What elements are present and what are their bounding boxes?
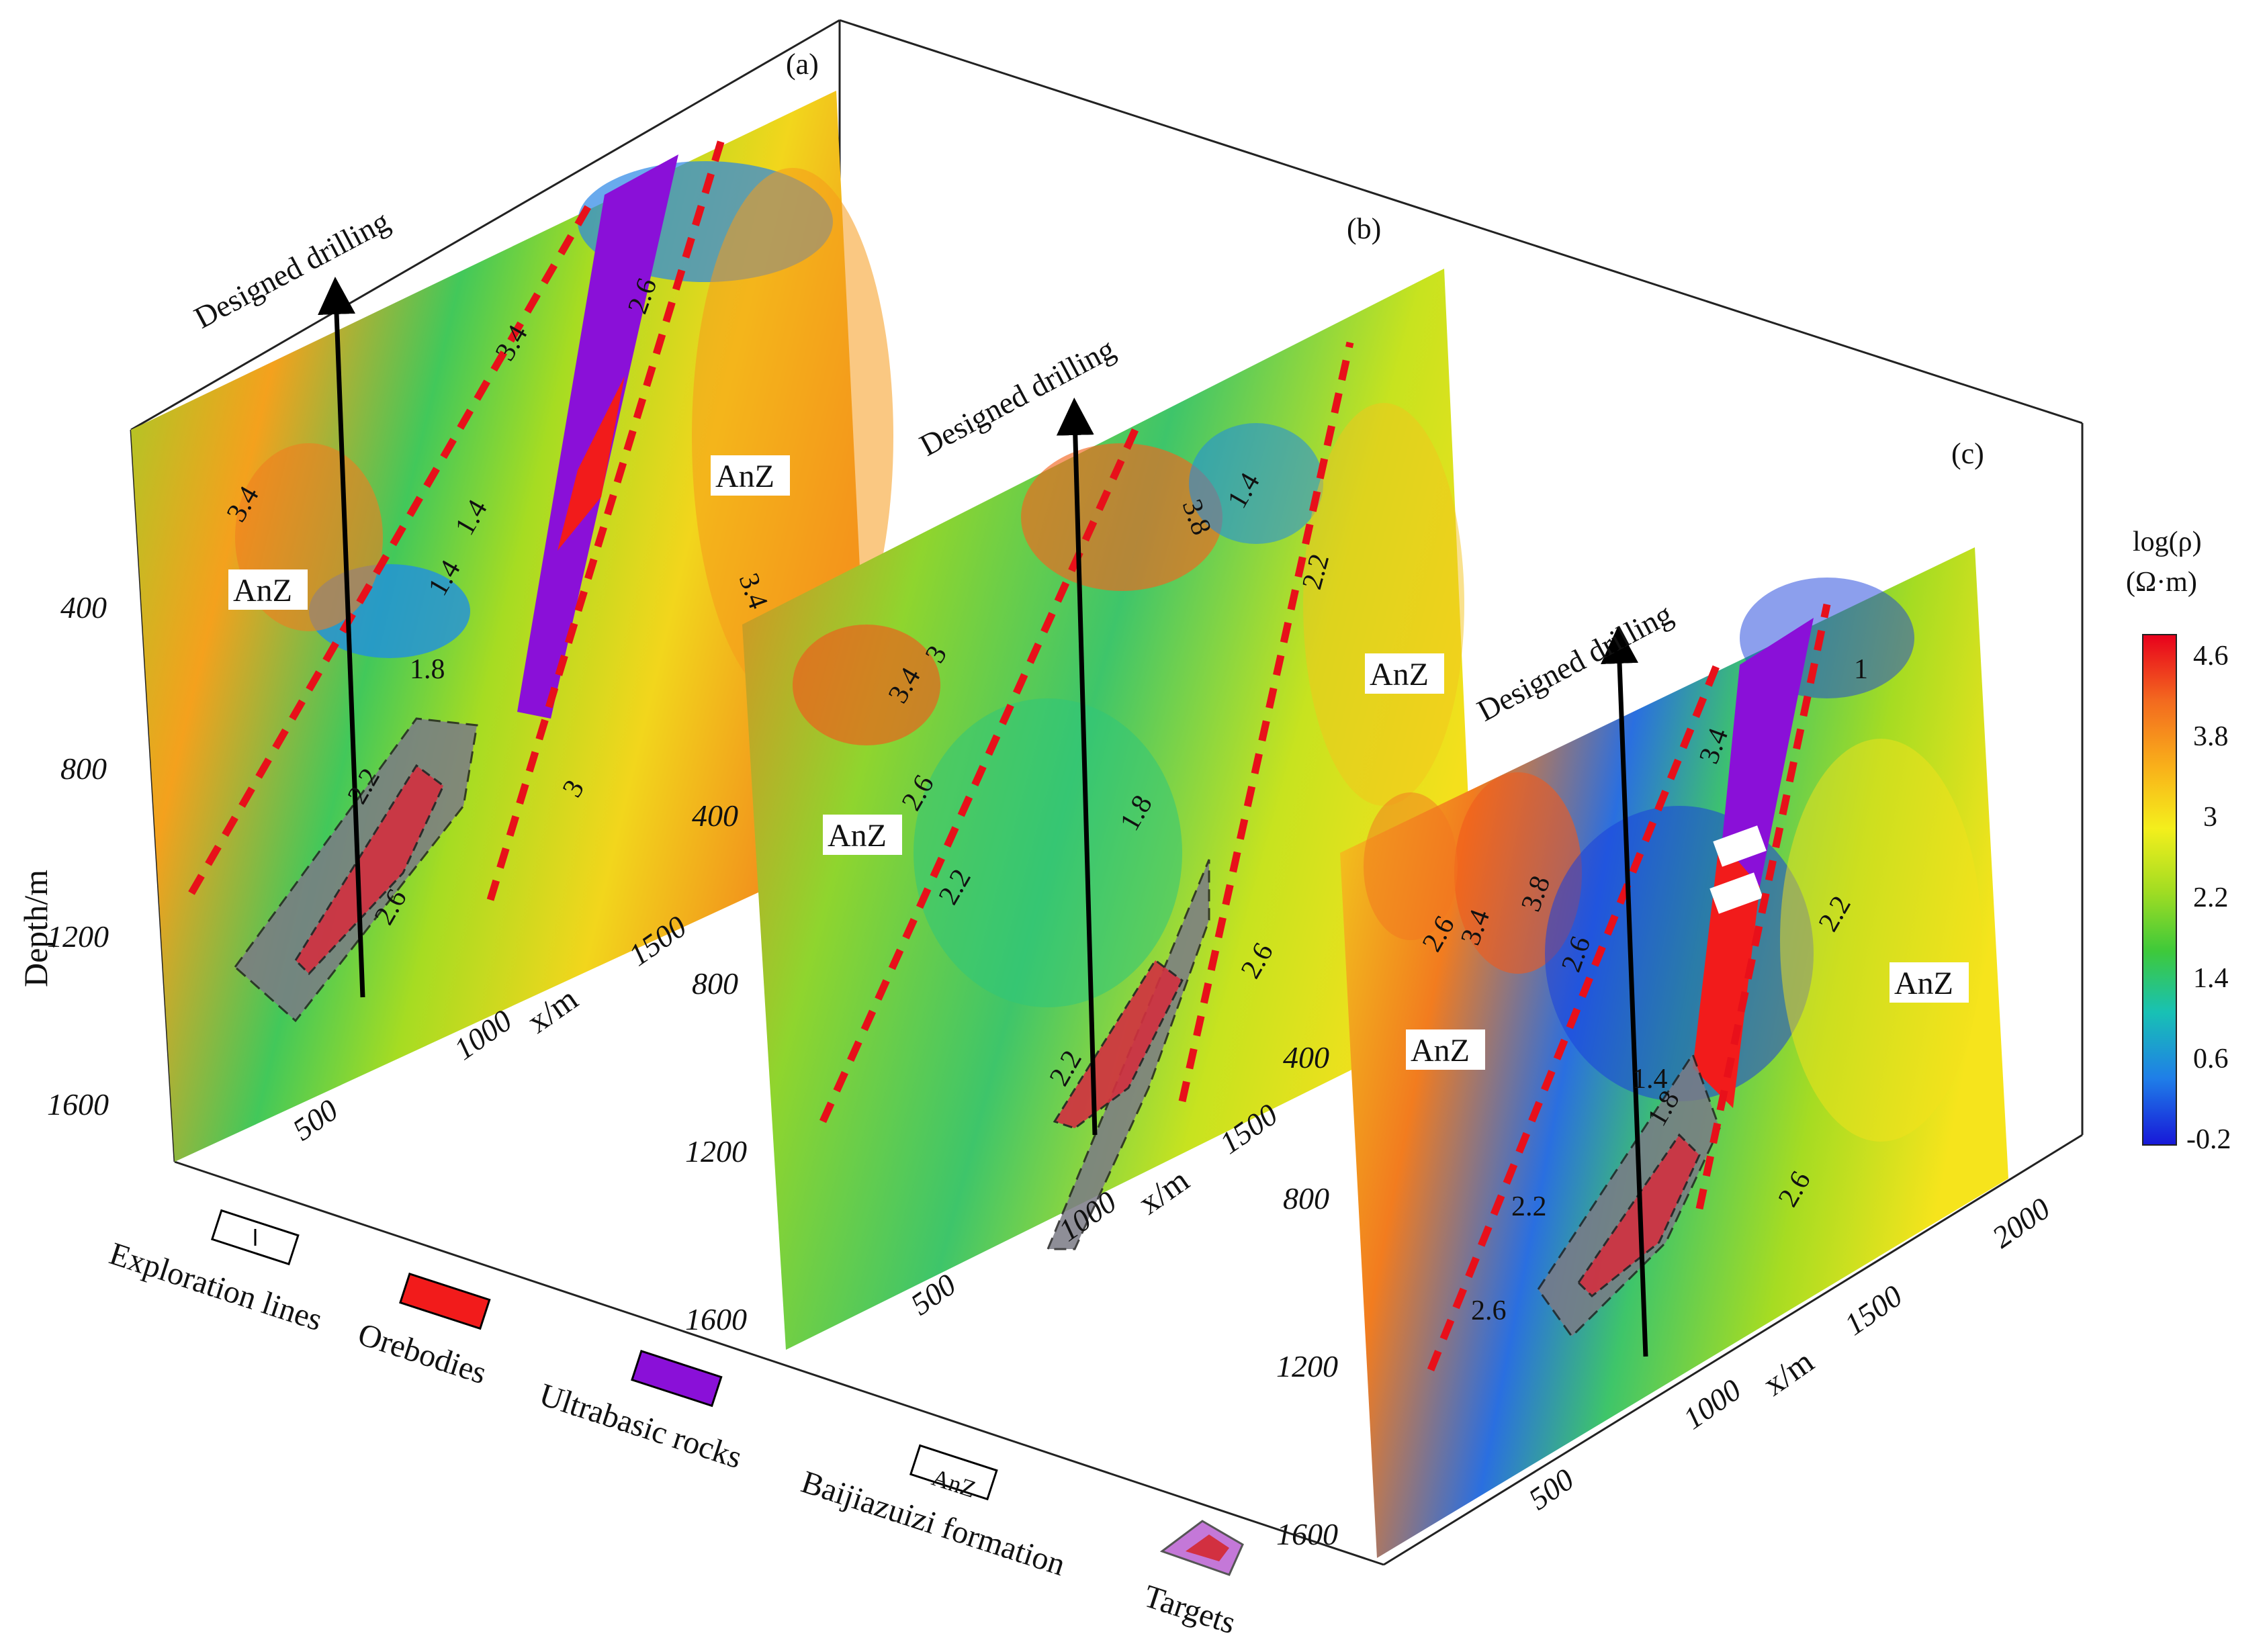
- formation-swatch: [909, 1444, 998, 1501]
- anz-label-a-1: AnZ: [233, 573, 292, 608]
- legend-formation: AnZ Baijiazuizi formation: [797, 1444, 1069, 1583]
- colorbar: log(ρ) (Ω·m) 4.6 3.8 3 2.2 1.4 0.6 -0.2: [2126, 526, 2231, 1155]
- depth-tick: 1200: [685, 1134, 747, 1168]
- colorbar-title-1: log(ρ): [2133, 526, 2202, 557]
- panel-a: (a) Designed drilling AnZ AnZ 3.4 1.4 1.…: [131, 48, 893, 1162]
- ultrabasic-swatch: [631, 1350, 723, 1408]
- anz-label-c-2: AnZ: [1894, 966, 1953, 1001]
- anz-label-b-2: AnZ: [1370, 657, 1429, 692]
- legend-ultrabasic: Ultrabasic rocks: [535, 1350, 746, 1475]
- bounding-box-frame: [130, 19, 2084, 1566]
- legend: Exploration lines Orebodies Ultrabasic r…: [105, 1209, 1244, 1641]
- panel-a-label: (a): [786, 48, 819, 81]
- colorbar-tick: -0.2: [2186, 1124, 2231, 1155]
- depth-tick: 800: [1283, 1181, 1329, 1215]
- contour-label: 1.8: [410, 654, 445, 685]
- target-swatch-core: [1186, 1534, 1229, 1561]
- x-tick: 1500: [1838, 1279, 1908, 1342]
- contour-label: 1.4: [1632, 1064, 1668, 1095]
- ultrabasic-rock-c: [1720, 618, 1814, 886]
- fault-c-2: [1695, 603, 1831, 1210]
- drill-hole-a: [318, 277, 365, 998]
- colorbar-tick: 3.8: [2193, 721, 2229, 752]
- depth-axis-title: Depth/m: [17, 870, 54, 987]
- colorbar-tick: 2.2: [2193, 882, 2229, 913]
- panel-b: (b) Designed drilling AnZ AnZ 3.4 3 2.6 …: [742, 212, 1478, 1350]
- contour-label: 2.2: [1511, 1191, 1547, 1222]
- depth-tick: 800: [692, 966, 738, 1001]
- depth-tick: 1600: [47, 1087, 109, 1121]
- panel-c-label: (c): [1951, 437, 1984, 470]
- anz-label-b-1: AnZ: [828, 818, 887, 854]
- depth-axis-a: Depth/m 400 800 1200 1600: [17, 590, 109, 1121]
- drilling-label-a: Designed drilling: [189, 203, 395, 335]
- contour-label: 2.6: [1471, 1295, 1507, 1326]
- x-tick: 1000: [1677, 1373, 1747, 1436]
- panel-c: (c) Designed drilling AnZ AnZ 2.6 3.4 3.…: [1340, 437, 2008, 1558]
- legend-exploration-lines: Exploration lines: [105, 1209, 326, 1338]
- depth-tick: 400: [1283, 1040, 1329, 1074]
- orebody-c-gap-1: [1713, 825, 1767, 867]
- depth-tick: 1200: [1276, 1349, 1338, 1383]
- depth-tick: 400: [60, 590, 107, 625]
- panel-b-label: (b): [1347, 212, 1381, 245]
- anz-label-a-2: AnZ: [715, 459, 774, 494]
- depth-axis-b: 400 800 1200 1600: [685, 798, 747, 1336]
- colorbar-tick: 4.6: [2193, 641, 2229, 672]
- colorbar-ramp: [2142, 634, 2177, 1146]
- colorbar-tick: 0.6: [2193, 1044, 2229, 1074]
- colorbar-tick: 1.4: [2193, 963, 2229, 994]
- drill-hole-b: [1056, 398, 1098, 1136]
- fault-b-1: [819, 428, 1139, 1123]
- drilling-label-b: Designed drilling: [914, 331, 1120, 463]
- target-a-core: [294, 764, 445, 976]
- depth-tick: 1600: [1276, 1517, 1338, 1551]
- drill-hole-c: [1601, 626, 1648, 1357]
- depth-axis-c: 400 800 1200 1600: [1276, 1040, 1338, 1551]
- legend-targets-label: Targets: [1140, 1578, 1240, 1641]
- contour-label: 1: [1854, 654, 1868, 685]
- orebody-c-gap-2: [1709, 872, 1763, 914]
- depth-tick: 1200: [47, 919, 109, 954]
- legend-targets: Targets: [1140, 1520, 1244, 1641]
- fault-b-2: [1178, 341, 1354, 1103]
- orebody-c: [1693, 839, 1760, 1108]
- depth-tick: 800: [60, 751, 107, 786]
- fault-c-1: [1427, 656, 1724, 1372]
- colorbar-title-2: (Ω·m): [2126, 567, 2197, 598]
- x-tick: 500: [1522, 1462, 1580, 1516]
- anz-label-c-1: AnZ: [1411, 1033, 1470, 1068]
- x-axis-title: x/m: [1756, 1342, 1820, 1403]
- colorbar-tick: 3: [2203, 802, 2217, 833]
- legend-orebodies-label: Orebodies: [354, 1316, 491, 1391]
- x-tick: 2000: [1986, 1191, 2056, 1255]
- target-b-core: [1053, 958, 1184, 1130]
- target-c: [1537, 1052, 1721, 1338]
- legend-orebodies: Orebodies: [354, 1273, 491, 1391]
- orebody-a: [558, 376, 625, 551]
- orebody-swatch: [399, 1273, 491, 1330]
- depth-tick: 400: [692, 798, 738, 833]
- depth-tick: 1600: [685, 1302, 747, 1336]
